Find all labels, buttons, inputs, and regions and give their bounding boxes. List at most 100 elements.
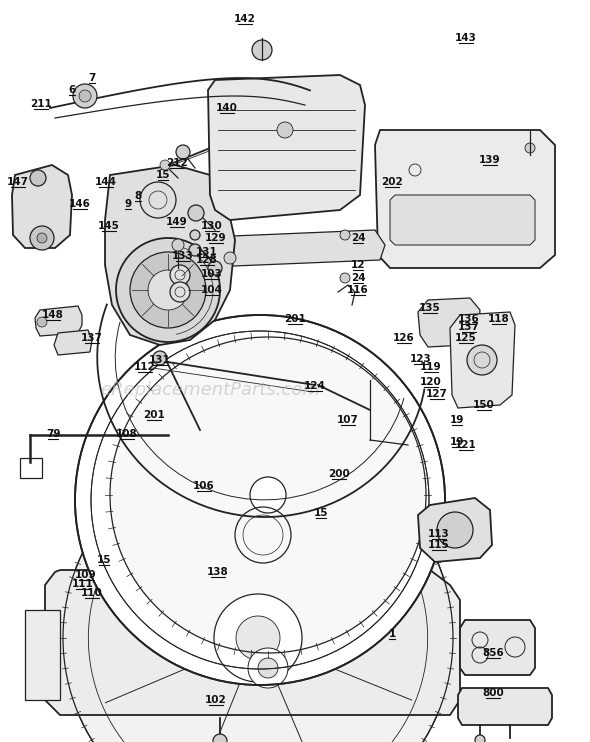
Circle shape — [148, 270, 188, 310]
Text: 856: 856 — [482, 648, 504, 658]
Text: 202: 202 — [381, 177, 403, 187]
Text: 143: 143 — [455, 33, 477, 43]
Text: 118: 118 — [488, 314, 510, 324]
Polygon shape — [375, 130, 555, 268]
Circle shape — [153, 351, 167, 365]
Text: 116: 116 — [347, 285, 369, 295]
Polygon shape — [460, 620, 535, 675]
Polygon shape — [35, 306, 82, 336]
Text: 79: 79 — [46, 429, 60, 439]
Circle shape — [525, 143, 535, 153]
Circle shape — [340, 230, 350, 240]
Text: 12: 12 — [350, 260, 365, 270]
Text: 142: 142 — [234, 14, 256, 24]
Circle shape — [63, 443, 453, 742]
Text: 115: 115 — [428, 540, 450, 550]
Text: 212: 212 — [166, 158, 188, 168]
Text: 131: 131 — [196, 247, 218, 257]
Text: 109: 109 — [75, 570, 97, 580]
Text: 130: 130 — [201, 221, 223, 231]
Circle shape — [258, 658, 278, 678]
Text: 6: 6 — [68, 85, 76, 95]
Polygon shape — [12, 165, 72, 248]
Text: 136: 136 — [458, 314, 480, 324]
Polygon shape — [450, 312, 515, 408]
Text: 119: 119 — [420, 362, 442, 372]
Text: 201: 201 — [284, 314, 306, 324]
Circle shape — [250, 477, 286, 513]
Polygon shape — [208, 75, 365, 220]
Text: 147: 147 — [7, 177, 29, 187]
Text: 24: 24 — [350, 273, 365, 283]
Circle shape — [130, 252, 206, 328]
Text: 15: 15 — [156, 170, 171, 180]
Circle shape — [467, 345, 497, 375]
Circle shape — [79, 90, 91, 102]
Circle shape — [213, 734, 227, 742]
Circle shape — [170, 265, 190, 285]
Text: 107: 107 — [337, 415, 359, 425]
Text: 110: 110 — [81, 588, 103, 598]
Circle shape — [252, 40, 272, 60]
Text: 123: 123 — [410, 354, 432, 364]
Circle shape — [116, 238, 220, 342]
Polygon shape — [54, 330, 92, 355]
Text: 1: 1 — [388, 629, 396, 639]
Text: 149: 149 — [166, 217, 188, 227]
Text: 113: 113 — [428, 529, 450, 539]
Text: 102: 102 — [205, 695, 227, 705]
Circle shape — [176, 145, 190, 159]
Text: 106: 106 — [193, 481, 215, 491]
Text: 140: 140 — [216, 103, 238, 113]
Polygon shape — [418, 298, 480, 347]
Text: 145: 145 — [98, 221, 120, 231]
Circle shape — [437, 512, 473, 548]
Circle shape — [190, 230, 200, 240]
Polygon shape — [45, 570, 460, 715]
Text: 150: 150 — [473, 400, 495, 410]
Circle shape — [277, 122, 293, 138]
Circle shape — [214, 594, 302, 682]
Circle shape — [73, 84, 97, 108]
Text: 19: 19 — [450, 437, 464, 447]
Text: 15: 15 — [314, 508, 328, 518]
Text: 127: 127 — [426, 389, 448, 399]
Text: 138: 138 — [207, 567, 229, 577]
Text: 9: 9 — [124, 199, 132, 209]
Circle shape — [140, 182, 176, 218]
Text: 15: 15 — [97, 555, 112, 565]
Text: 121: 121 — [455, 440, 477, 450]
Polygon shape — [178, 230, 385, 268]
Text: 800: 800 — [482, 688, 504, 698]
Circle shape — [110, 337, 426, 653]
Text: 103: 103 — [201, 269, 223, 279]
Circle shape — [189, 244, 201, 256]
Circle shape — [160, 160, 170, 170]
Text: 211: 211 — [30, 99, 52, 109]
Text: 146: 146 — [69, 199, 91, 209]
Polygon shape — [458, 688, 552, 725]
Text: 19: 19 — [450, 415, 464, 425]
Polygon shape — [25, 610, 60, 700]
Text: 120: 120 — [420, 377, 442, 387]
Text: 135: 135 — [419, 303, 441, 313]
Text: 125: 125 — [455, 333, 477, 343]
Circle shape — [172, 239, 184, 251]
Circle shape — [340, 273, 350, 283]
Text: 139: 139 — [479, 155, 501, 165]
Polygon shape — [418, 498, 492, 562]
Circle shape — [37, 317, 47, 327]
Text: 108: 108 — [116, 429, 138, 439]
Text: 137: 137 — [458, 322, 480, 332]
Text: 124: 124 — [304, 381, 326, 391]
Circle shape — [236, 616, 280, 660]
Text: 133: 133 — [172, 251, 194, 261]
Circle shape — [30, 170, 46, 186]
Text: 131: 131 — [149, 355, 171, 365]
Circle shape — [37, 233, 47, 243]
Text: 201: 201 — [143, 410, 165, 420]
Text: 112: 112 — [134, 362, 156, 372]
Circle shape — [188, 205, 204, 221]
Text: 111: 111 — [72, 579, 94, 589]
Text: 200: 200 — [328, 469, 350, 479]
